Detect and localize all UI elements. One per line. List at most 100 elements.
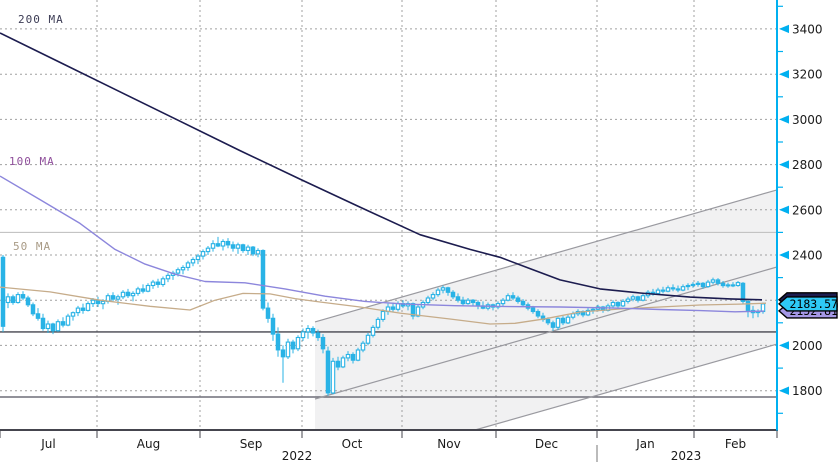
candle-body xyxy=(715,279,721,284)
y-tick-label: 3400 xyxy=(792,22,823,36)
y-tick-label: 3200 xyxy=(792,68,823,82)
candle-body xyxy=(130,292,136,297)
candle-body xyxy=(440,287,446,291)
y-tick-label: 2000 xyxy=(792,339,823,353)
candle-body xyxy=(100,300,106,305)
candle-body xyxy=(585,309,591,316)
candle-body xyxy=(315,332,321,339)
candle-body xyxy=(415,306,421,317)
candle-body xyxy=(60,321,66,326)
candle-body xyxy=(555,317,561,328)
y-tick-arrow-icon xyxy=(779,70,789,79)
channel-lower-line xyxy=(474,343,778,431)
candle-body xyxy=(655,289,661,295)
candle-body xyxy=(180,266,186,271)
candle-body xyxy=(465,299,471,305)
month-label: Feb xyxy=(725,437,746,451)
candle-body xyxy=(345,353,351,359)
candle-body xyxy=(40,317,46,330)
candle-body xyxy=(355,349,361,361)
candle-body xyxy=(200,251,206,257)
candle-body xyxy=(695,282,701,285)
candle-body xyxy=(55,321,61,332)
candle-body xyxy=(90,299,96,305)
candle-body xyxy=(625,298,631,302)
candle-body xyxy=(0,256,6,327)
ma50-line xyxy=(0,286,767,325)
candle-body xyxy=(565,316,571,324)
y-tick-label: 2800 xyxy=(792,158,823,172)
candle-body xyxy=(725,284,731,287)
candle-body xyxy=(620,300,626,307)
candle-body xyxy=(165,274,171,280)
candle-body xyxy=(270,317,276,335)
candle-body xyxy=(50,323,56,332)
month-label: Oct xyxy=(342,437,363,451)
candle-body xyxy=(520,300,526,306)
candle-body xyxy=(365,334,371,344)
y-tick-arrow-icon xyxy=(779,205,789,214)
candle-body xyxy=(550,322,556,328)
candle-body xyxy=(255,249,261,255)
year-label: 2022 xyxy=(282,449,313,462)
candle-body xyxy=(70,312,76,317)
candle-body xyxy=(235,244,241,249)
ma200-line xyxy=(0,32,763,301)
y-tick-label: 3000 xyxy=(792,113,823,127)
candle-body xyxy=(425,297,431,304)
candle-body xyxy=(690,283,696,287)
last-price-tag-value: 2183.5701 xyxy=(790,297,838,311)
channel-upper-line xyxy=(314,189,778,323)
candle-body xyxy=(360,342,366,351)
candle-body xyxy=(300,331,306,339)
candle-body xyxy=(450,291,456,298)
y-tick-arrow-icon xyxy=(779,160,789,169)
candle-body xyxy=(740,282,746,302)
candle-body xyxy=(720,282,726,287)
candle-body xyxy=(135,288,141,294)
candle-body xyxy=(350,353,356,361)
regression-channel-fill xyxy=(315,189,777,430)
y-tick-arrow-icon xyxy=(779,341,789,350)
candle-body xyxy=(10,296,16,304)
month-label: Sep xyxy=(240,437,263,451)
candle-body xyxy=(760,303,766,313)
candle-body xyxy=(185,262,191,268)
candle-body xyxy=(220,240,226,247)
candle-body xyxy=(435,289,441,296)
candle-body xyxy=(80,307,86,311)
y-tick-label: 1800 xyxy=(792,384,823,398)
candle-body xyxy=(430,294,436,299)
candle-body xyxy=(65,315,71,326)
candle-body xyxy=(155,281,161,285)
candle-body xyxy=(640,295,646,301)
candle-body xyxy=(380,310,386,320)
candle-body xyxy=(455,296,461,301)
candle-body xyxy=(615,301,621,307)
month-label: Aug xyxy=(137,437,160,451)
candle-body xyxy=(335,360,341,368)
candle-body xyxy=(205,247,211,253)
candle-body xyxy=(20,294,26,299)
candle-body xyxy=(260,249,266,309)
candle-body xyxy=(140,288,146,292)
candle-body xyxy=(250,246,256,255)
candle-body xyxy=(375,318,381,328)
candle-body xyxy=(685,284,691,288)
candle-body xyxy=(530,307,536,313)
candle-body xyxy=(510,295,516,299)
candle-body xyxy=(240,244,246,252)
candle-body xyxy=(700,282,706,288)
candle-body xyxy=(275,333,281,351)
month-label: Jul xyxy=(40,437,55,451)
y-tick-arrow-icon xyxy=(779,115,789,124)
candle-body xyxy=(150,281,156,287)
ma100-line xyxy=(0,175,765,313)
candle-body xyxy=(590,308,596,311)
candle-body xyxy=(215,243,221,247)
candle-body xyxy=(190,258,196,264)
candle-body xyxy=(15,294,21,304)
candle-body xyxy=(120,291,126,298)
candle-body xyxy=(295,336,301,350)
